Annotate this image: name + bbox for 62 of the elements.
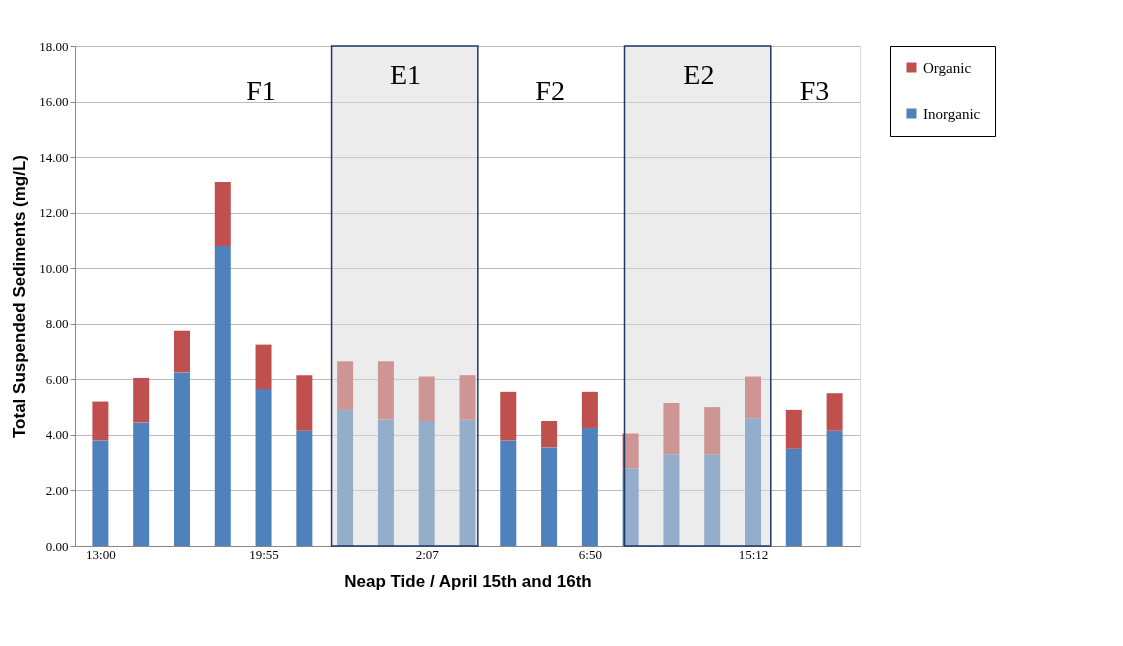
y-tick-label: 14.00 (39, 149, 69, 165)
bar (92, 401, 109, 441)
bar (255, 344, 272, 390)
bar (541, 447, 558, 546)
bar (214, 182, 231, 246)
y-tick-label: 0.00 (45, 538, 69, 554)
bar (337, 361, 354, 410)
x-tick-label: 2:07 (415, 546, 440, 562)
bar (377, 419, 394, 546)
y-axis-title: Total Suspended Sediments (mg/L) (10, 154, 30, 439)
y-tick-label: 6.00 (45, 371, 69, 387)
bar (785, 409, 802, 449)
annotation: E1 (389, 59, 422, 90)
bar (500, 391, 517, 441)
bar (337, 409, 354, 546)
y-tick-label: 12.00 (39, 205, 69, 221)
bar (418, 421, 435, 546)
bar (704, 407, 721, 455)
y-tick-label: 8.00 (45, 316, 69, 332)
y-tick-label: 10.00 (39, 260, 69, 276)
bar (826, 430, 843, 546)
bar (663, 454, 680, 546)
bar (255, 389, 272, 546)
bar (785, 448, 802, 546)
bar (214, 246, 231, 546)
bar (133, 377, 150, 423)
legend-label: Inorganic (923, 105, 981, 122)
bar (500, 440, 517, 546)
bar (826, 393, 843, 431)
y-tick-label: 2.00 (45, 482, 69, 498)
bar (581, 427, 598, 546)
bar (418, 376, 435, 421)
bar (459, 419, 476, 546)
bar (296, 430, 313, 546)
bar (377, 361, 394, 420)
y-tick-label: 18.00 (39, 38, 69, 54)
bar (296, 375, 313, 431)
bar (541, 421, 558, 448)
x-tick-label: 13:00 (86, 546, 116, 562)
bar (745, 376, 762, 419)
x-tick-label: 6:50 (578, 546, 602, 562)
x-tick-label: 19:55 (249, 546, 279, 562)
y-tick-label: 4.00 (45, 427, 69, 443)
annotation: F2 (535, 75, 565, 106)
annotation: E2 (683, 59, 715, 90)
annotation: F1 (246, 75, 276, 106)
legend-label: Organic (923, 59, 972, 76)
bar (459, 375, 476, 420)
bar (173, 372, 190, 546)
y-tick-label: 16.00 (39, 94, 69, 110)
bar (133, 422, 150, 546)
bar (622, 433, 639, 469)
bar (663, 402, 680, 455)
x-tick-label: 15:12 (738, 546, 769, 562)
bar (173, 330, 190, 373)
bar (581, 391, 598, 428)
bar (745, 418, 762, 546)
bar (622, 468, 639, 546)
x-axis-title: Neap Tide / April 15th and 16th (344, 571, 592, 591)
bar (92, 440, 109, 546)
bar (704, 454, 721, 546)
annotation: F3 (799, 75, 830, 106)
